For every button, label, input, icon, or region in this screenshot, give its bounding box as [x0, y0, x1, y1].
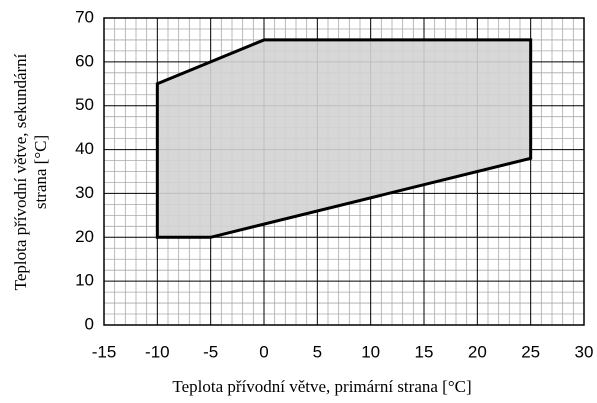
plot-frame — [103, 17, 585, 326]
x-tick-label: -5 — [203, 342, 218, 361]
x-tick-label: 25 — [521, 342, 540, 361]
y-tick-label: 30 — [75, 183, 94, 202]
y-tick-label: 70 — [75, 7, 94, 26]
x-tick-label: 0 — [259, 342, 268, 361]
x-tick-label: 5 — [313, 342, 322, 361]
x-tick-label: 15 — [415, 342, 434, 361]
x-tick-label: 10 — [361, 342, 380, 361]
x-tick-label: 30 — [575, 342, 594, 361]
x-tick-label: 20 — [468, 342, 487, 361]
y-axis-label-line: Teplota přívodní větve, sekundární — [11, 53, 30, 290]
y-axis-label: Teplota přívodní větve, sekundární stran… — [11, 53, 50, 290]
x-axis-label: Teplota přívodní větve, primární strana … — [172, 377, 471, 396]
y-axis-label-line: strana [°C] — [31, 135, 50, 209]
y-tick-label: 50 — [75, 95, 94, 114]
y-tick-label: 10 — [75, 271, 94, 290]
x-tick-label: -10 — [145, 342, 170, 361]
envelope — [155, 38, 533, 239]
x-tick-label: -15 — [92, 342, 117, 361]
y-tick-label: 20 — [75, 227, 94, 246]
y-tick-label: 40 — [75, 139, 94, 158]
y-tick-label: 0 — [85, 314, 94, 333]
y-tick-label: 60 — [75, 51, 94, 70]
